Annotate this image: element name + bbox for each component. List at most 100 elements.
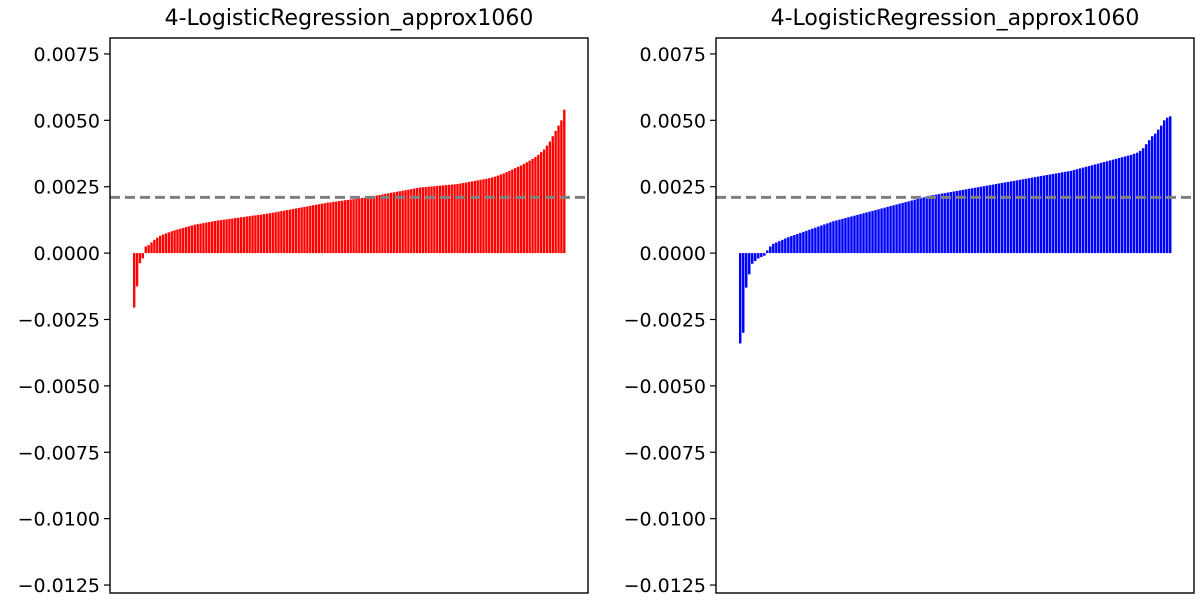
- right-bar: [1033, 177, 1037, 254]
- left-bar: [242, 216, 246, 254]
- right-bar: [1108, 160, 1112, 254]
- left-bar: [545, 145, 549, 254]
- left-bar: [187, 226, 191, 254]
- left-bar: [219, 220, 222, 254]
- left-bar: [557, 125, 560, 254]
- left-bar: [228, 218, 231, 254]
- left-bar: [222, 219, 225, 254]
- right-bar: [970, 188, 973, 254]
- right-bar: [739, 253, 742, 344]
- left-bar: [502, 173, 505, 254]
- right-bar: [976, 187, 980, 254]
- right-bar: [910, 200, 913, 254]
- right-bar: [889, 206, 892, 254]
- right-bar: [838, 219, 841, 254]
- right-bar: [904, 202, 907, 254]
- left-bar: [401, 190, 404, 254]
- left-y-tick-label: −0.0100: [18, 509, 100, 531]
- right-bar: [1144, 144, 1148, 254]
- right-bar: [769, 246, 772, 254]
- left-bar: [283, 210, 286, 254]
- left-bar: [372, 196, 375, 254]
- right-bar: [1141, 148, 1145, 254]
- right-bar: [1018, 179, 1022, 254]
- left-bar: [482, 179, 485, 254]
- left-bar: [138, 253, 142, 264]
- left-bar: [205, 222, 208, 254]
- right-bar: [973, 187, 977, 254]
- left-bar: [363, 197, 367, 254]
- left-bar: [248, 216, 251, 254]
- right-y-tick-label: 0.0075: [640, 44, 706, 66]
- right-bar: [757, 253, 760, 259]
- right-bar: [775, 242, 778, 254]
- left-y-tick-label: −0.0025: [18, 309, 100, 331]
- left-bar: [361, 197, 364, 254]
- left-bar: [407, 189, 410, 254]
- right-bar: [883, 207, 886, 254]
- left-bar: [410, 189, 413, 254]
- right-y-tick-label: −0.0025: [624, 309, 706, 331]
- right-bar: [928, 195, 931, 254]
- right-bar: [784, 238, 787, 254]
- left-bar: [193, 224, 196, 254]
- right-bar: [778, 241, 781, 254]
- left-bar: [170, 231, 173, 254]
- right-bar: [760, 253, 763, 258]
- left-bar: [488, 178, 491, 254]
- left-bar: [236, 217, 240, 254]
- left-bar: [297, 207, 300, 254]
- left-bar: [384, 193, 387, 254]
- right-bar: [901, 202, 904, 254]
- right-bar: [1042, 175, 1046, 254]
- right-bar: [1135, 152, 1139, 254]
- right-y-tick-label: 0.0000: [640, 243, 706, 265]
- left-bar: [225, 219, 228, 254]
- left-bar: [314, 204, 318, 254]
- left-chart-title: 4-LogisticRegression_approx1060: [165, 6, 534, 31]
- left-bar: [210, 221, 214, 254]
- left-plot-frame: [109, 37, 589, 594]
- left-bar: [441, 185, 445, 254]
- left-bar: [381, 194, 384, 254]
- right-y-tick-label: −0.0100: [624, 509, 706, 531]
- right-chart-title: 4-LogisticRegression_approx1060: [771, 6, 1140, 31]
- right-bar: [964, 189, 967, 254]
- left-bar: [265, 213, 269, 254]
- right-bar: [1129, 154, 1133, 254]
- right-bar: [850, 216, 853, 254]
- left-bar: [337, 201, 341, 254]
- left-bar: [519, 165, 523, 254]
- right-bar: [814, 227, 817, 254]
- right-bar: [1015, 180, 1019, 254]
- right-bar: [997, 183, 1001, 254]
- left-bar: [161, 234, 165, 254]
- right-bar: [886, 206, 889, 254]
- left-bar: [309, 205, 312, 254]
- left-bar: [369, 196, 373, 254]
- right-bar: [841, 218, 844, 254]
- left-bar: [184, 227, 188, 254]
- left-bar: [332, 201, 335, 254]
- left-bar: [531, 158, 534, 254]
- left-bar: [320, 203, 323, 254]
- right-bar: [772, 243, 775, 254]
- right-bar: [946, 192, 949, 254]
- right-bar: [1120, 157, 1124, 254]
- left-bar: [349, 199, 352, 254]
- left-bar: [560, 120, 563, 254]
- left-bar: [511, 169, 514, 254]
- right-bar: [832, 221, 835, 254]
- left-bar: [133, 253, 136, 308]
- left-bar: [285, 210, 289, 254]
- left-bar: [317, 204, 321, 254]
- right-bar: [988, 185, 992, 254]
- right-bar: [1060, 172, 1064, 254]
- right-bar: [823, 224, 826, 254]
- right-bar: [892, 205, 895, 254]
- right-bar: [829, 222, 832, 254]
- left-bar: [196, 224, 199, 254]
- left-bar: [254, 215, 257, 254]
- right-bar: [880, 208, 883, 254]
- left-bar: [433, 186, 436, 254]
